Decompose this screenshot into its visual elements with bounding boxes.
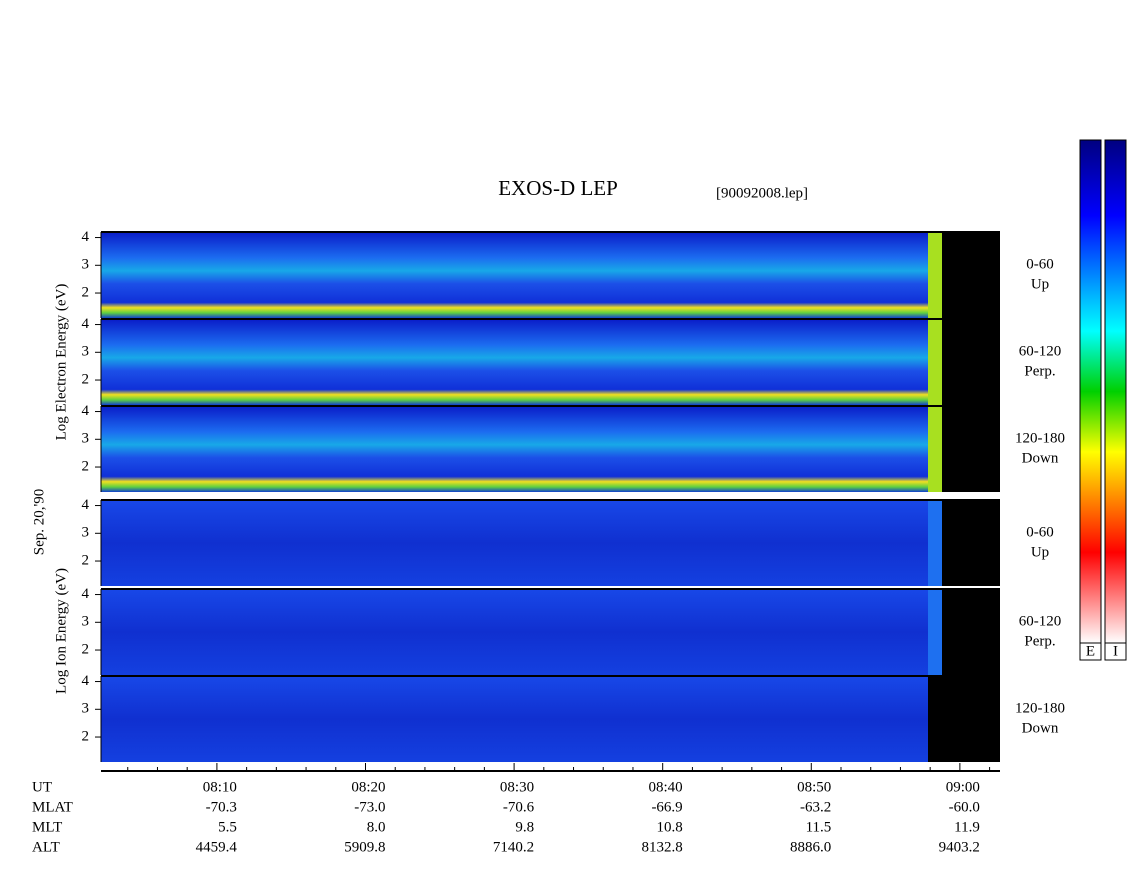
spectrogram-image (101, 406, 1000, 492)
x-tick-label: 09:00 (946, 779, 980, 795)
panel-direction: Up (1031, 276, 1049, 292)
y-tick-label: 3 (82, 701, 90, 717)
colorbar (1104, 139, 1127, 644)
ephemeris-value: 5.5 (218, 819, 237, 835)
ephemeris-name: MLT (32, 819, 62, 835)
panel-angle: 120-180 (1015, 430, 1065, 446)
x-tick-label: 08:40 (649, 779, 683, 795)
data-edge-strip (928, 406, 942, 492)
colorbar-label: I (1113, 643, 1118, 659)
ephemeris-value: 9.8 (515, 819, 534, 835)
y-tick-label: 4 (82, 316, 90, 332)
panel-direction: Up (1031, 544, 1049, 560)
no-data-region (942, 232, 1000, 318)
y-axis-label: Log Electron Energy (eV) (53, 284, 69, 441)
ephemeris-value: 11.9 (954, 819, 980, 835)
ephemeris-value: -73.0 (354, 799, 385, 815)
y-tick-label: 4 (82, 497, 90, 513)
ephemeris-value: -60.0 (949, 799, 980, 815)
y-tick-label: 2 (82, 641, 90, 657)
colorbar (1079, 139, 1102, 644)
ephemeris-value: 4459.4 (196, 839, 238, 855)
panel-direction: Down (1022, 450, 1059, 466)
x-axis-label: UT (32, 779, 52, 795)
data-edge-strip (928, 232, 942, 318)
ephemeris-value: 5909.8 (344, 839, 385, 855)
file-name: [90092008.lep] (716, 185, 808, 201)
y-tick-label: 3 (82, 431, 90, 447)
ephemeris-value: 8.0 (367, 819, 386, 835)
ephemeris-value: 11.5 (806, 819, 832, 835)
y-tick-label: 3 (82, 525, 90, 541)
spectrogram-image (101, 500, 1000, 586)
chart-title: EXOS-D LEP (498, 176, 618, 200)
panel-direction: Perp. (1024, 363, 1055, 379)
ephemeris-value: -63.2 (800, 799, 831, 815)
panel-angle: 120-180 (1015, 700, 1065, 716)
x-tick-label: 08:50 (797, 779, 831, 795)
y-tick-label: 2 (82, 728, 90, 744)
ephemeris-value: 8886.0 (790, 839, 831, 855)
data-edge-strip (928, 319, 942, 405)
no-data-region (942, 319, 1000, 405)
data-edge-strip (928, 500, 942, 586)
no-data-region (942, 589, 1000, 675)
data-edge-strip (928, 589, 942, 675)
y-tick-label: 2 (82, 552, 90, 568)
spectrogram-image (101, 232, 1000, 318)
y-tick-label: 3 (82, 344, 90, 360)
no-data-region (942, 500, 1000, 586)
ephemeris-value: -70.3 (206, 799, 237, 815)
panel-angle: 60-120 (1019, 343, 1062, 359)
x-tick-label: 08:20 (351, 779, 385, 795)
ephemeris-value: 8132.8 (641, 839, 682, 855)
y-tick-label: 3 (82, 614, 90, 630)
ephemeris-value: -66.9 (651, 799, 682, 815)
ephemeris-value: 7140.2 (493, 839, 534, 855)
spectrogram-image (101, 589, 1000, 675)
y-tick-label: 4 (82, 673, 90, 689)
y-tick-label: 3 (82, 257, 90, 273)
colorbar-label-box (1079, 642, 1102, 661)
y-tick-label: 2 (82, 458, 90, 474)
date-label: Sep. 20,'90 (31, 489, 47, 555)
y-tick-label: 2 (82, 284, 90, 300)
y-tick-label: 2 (82, 371, 90, 387)
colorbar-label-box (1104, 642, 1127, 661)
y-tick-label: 4 (82, 586, 90, 602)
panel-angle: 0-60 (1026, 256, 1054, 272)
ephemeris-value: 10.8 (656, 819, 682, 835)
panel-direction: Down (1022, 720, 1059, 736)
colorbar-label: E (1086, 643, 1095, 659)
ephemeris-value: 9403.2 (939, 839, 980, 855)
ephemeris-value: -70.6 (503, 799, 535, 815)
y-axis-label: Log Ion Energy (eV) (53, 568, 69, 694)
x-tick-label: 08:10 (203, 779, 237, 795)
no-data-region (928, 676, 1000, 762)
ephemeris-name: ALT (32, 839, 60, 855)
x-tick-label: 08:30 (500, 779, 534, 795)
y-tick-label: 4 (82, 229, 90, 245)
spectrogram-image (101, 676, 1000, 762)
panel-angle: 60-120 (1019, 613, 1062, 629)
no-data-region (942, 406, 1000, 492)
ephemeris-name: MLAT (32, 799, 73, 815)
panel-angle: 0-60 (1026, 524, 1054, 540)
panel-direction: Perp. (1024, 633, 1055, 649)
y-tick-label: 4 (82, 403, 90, 419)
spectrogram-image (101, 319, 1000, 405)
